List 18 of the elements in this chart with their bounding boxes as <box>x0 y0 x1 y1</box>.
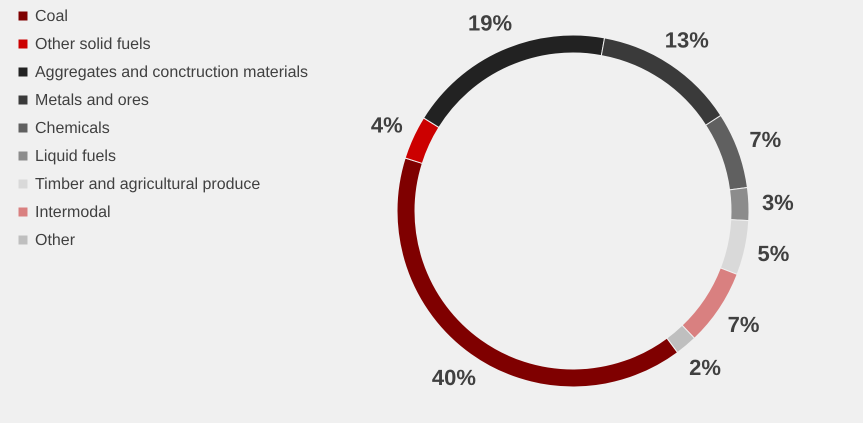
legend-label: Other <box>35 232 76 249</box>
legend-label: Aggregates and conctruction materials <box>35 64 308 81</box>
data-label: 2% <box>689 354 721 380</box>
data-label: 13% <box>664 28 709 52</box>
legend-label: Coal <box>35 8 68 25</box>
data-label: 19% <box>468 10 512 36</box>
legend-label: Chemicals <box>35 120 110 137</box>
data-label: 7% <box>749 126 782 152</box>
legend-label: Other solid fuels <box>35 36 151 53</box>
data-label: 4% <box>370 112 403 138</box>
legend-label: Metals and ores <box>35 92 149 109</box>
data-label: 3% <box>762 190 794 215</box>
legend-label: Liquid fuels <box>35 148 116 165</box>
data-label: 7% <box>728 312 760 337</box>
legend-label: Intermodal <box>35 204 111 221</box>
data-label: 40% <box>432 364 476 390</box>
legend-label: Timber and agricultural produce <box>35 176 260 193</box>
data-label: 5% <box>758 241 790 266</box>
